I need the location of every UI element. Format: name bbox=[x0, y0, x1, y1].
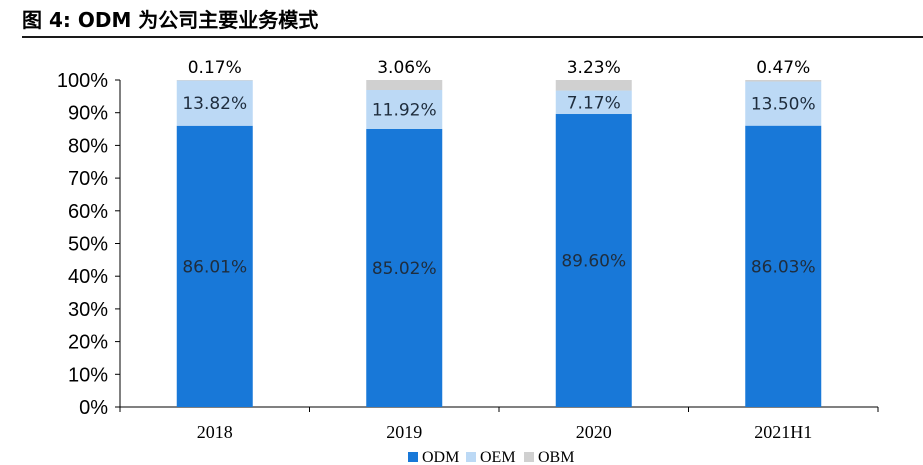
data-label-obm: 3.06% bbox=[377, 58, 431, 78]
figure-title: 图 4: ODM 为公司主要业务模式 bbox=[22, 8, 319, 32]
data-label-odm: 86.01% bbox=[182, 257, 247, 277]
title-rule bbox=[22, 36, 923, 38]
y-tick-label: 30% bbox=[68, 299, 108, 321]
x-tick-label: 2019 bbox=[386, 422, 422, 442]
data-label-odm: 85.02% bbox=[372, 259, 437, 279]
legend-label-obm: OBM bbox=[538, 449, 574, 465]
y-tick-label: 40% bbox=[68, 266, 108, 288]
y-tick-label: 70% bbox=[68, 168, 108, 190]
y-tick-label: 50% bbox=[68, 234, 108, 256]
data-label-odm: 86.03% bbox=[751, 257, 816, 277]
bar-odm-2021h1 bbox=[745, 125, 822, 408]
bar-oem-2018 bbox=[176, 80, 253, 126]
y-tick-label: 20% bbox=[68, 332, 108, 354]
bar-odm-2018 bbox=[176, 125, 253, 407]
legend-swatch-oem bbox=[466, 452, 476, 462]
bar-obm-2019 bbox=[366, 80, 443, 91]
data-label-obm: 0.17% bbox=[188, 58, 242, 78]
data-label-obm: 0.47% bbox=[756, 58, 810, 78]
y-tick-label: 0% bbox=[79, 397, 108, 419]
legend-label-odm: ODM bbox=[422, 449, 459, 465]
data-label-oem: 7.17% bbox=[567, 93, 621, 113]
data-label-odm: 89.60% bbox=[561, 252, 626, 272]
legend-swatch-obm bbox=[524, 452, 534, 462]
data-label-obm: 3.23% bbox=[567, 58, 621, 78]
legend-swatch-odm bbox=[408, 452, 418, 462]
y-tick-label: 80% bbox=[68, 135, 108, 157]
bar-oem-2019 bbox=[366, 90, 443, 129]
x-tick-label: 2020 bbox=[576, 422, 612, 442]
x-tick-label: 2018 bbox=[197, 422, 233, 442]
bar-oem-2020 bbox=[555, 90, 632, 115]
data-label-oem: 13.50% bbox=[751, 95, 816, 115]
bar-odm-2019 bbox=[366, 128, 443, 407]
bar-obm-2018 bbox=[176, 80, 253, 81]
bar-obm-2020 bbox=[555, 80, 632, 91]
y-tick-label: 100% bbox=[57, 70, 108, 92]
legend-label-oem: OEM bbox=[480, 449, 516, 465]
bar-odm-2020 bbox=[555, 114, 632, 408]
bar-oem-2021h1 bbox=[745, 81, 822, 126]
x-tick-label: 2021H1 bbox=[754, 422, 812, 442]
y-tick-label: 10% bbox=[68, 364, 108, 386]
data-label-oem: 13.82% bbox=[182, 94, 247, 114]
data-label-oem: 11.92% bbox=[372, 100, 437, 120]
bar-obm-2021h1 bbox=[745, 80, 822, 82]
y-tick-label: 90% bbox=[68, 103, 108, 125]
y-tick-label: 60% bbox=[68, 201, 108, 223]
